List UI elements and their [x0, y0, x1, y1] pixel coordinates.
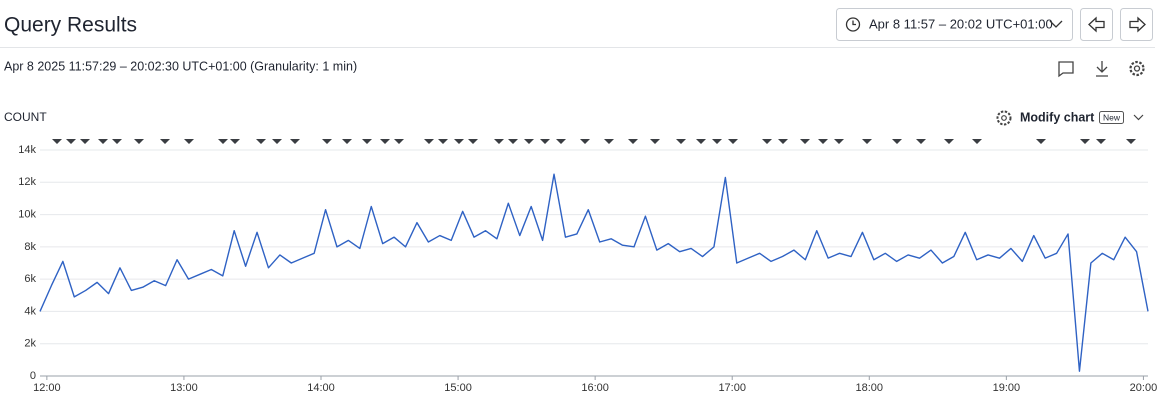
page-title: Query Results — [4, 14, 137, 37]
settings-button[interactable] — [1129, 60, 1145, 77]
x-tick-label: 18:00 — [856, 382, 884, 394]
modify-chart-button[interactable]: Modify chart New — [996, 110, 1144, 126]
x-tick-label: 15:00 — [444, 382, 472, 394]
y-tick-label: 0 — [30, 370, 36, 382]
modify-chart-label: Modify chart — [1020, 110, 1095, 124]
download-button[interactable] — [1096, 61, 1108, 77]
y-tick-label: 6k — [24, 273, 36, 285]
x-tick-label: 16:00 — [581, 382, 609, 394]
time-range-button[interactable]: Apr 8 11:57 – 20:02 UTC+01:00 — [836, 8, 1073, 41]
y-axis-label: COUNT — [4, 110, 47, 124]
y-tick-label: 12k — [18, 176, 36, 188]
x-tick-label: 13:00 — [170, 382, 198, 394]
new-badge: New — [1103, 112, 1121, 122]
x-tick-label: 12:00 — [33, 382, 61, 394]
x-tick-label: 17:00 — [718, 382, 746, 394]
comment-button[interactable] — [1058, 61, 1074, 78]
y-tick-label: 14k — [18, 144, 36, 156]
y-tick-label: 2k — [24, 338, 36, 350]
x-tick-label: 14:00 — [307, 382, 335, 394]
y-tick-label: 4k — [24, 305, 36, 317]
previous-button[interactable] — [1080, 8, 1113, 41]
y-tick-label: 8k — [24, 241, 36, 253]
chart: 0 2k 4k 6k 8k 10k 12k 14k 12:00 13:00 14:00 15:00 16… — [18, 144, 1157, 394]
next-button[interactable] — [1120, 8, 1153, 41]
x-tick-label: 19:00 — [993, 382, 1021, 394]
annotation-markers — [52, 139, 1136, 144]
subtitle: Apr 8 2025 11:57:29 – 20:02:30 UTC+01:00… — [4, 59, 357, 73]
time-range-label: Apr 8 11:57 – 20:02 UTC+01:00 — [869, 16, 1053, 31]
count-line — [39, 173, 1149, 372]
x-tick-label: 20:00 — [1130, 382, 1158, 394]
y-tick-label: 10k — [18, 208, 36, 220]
